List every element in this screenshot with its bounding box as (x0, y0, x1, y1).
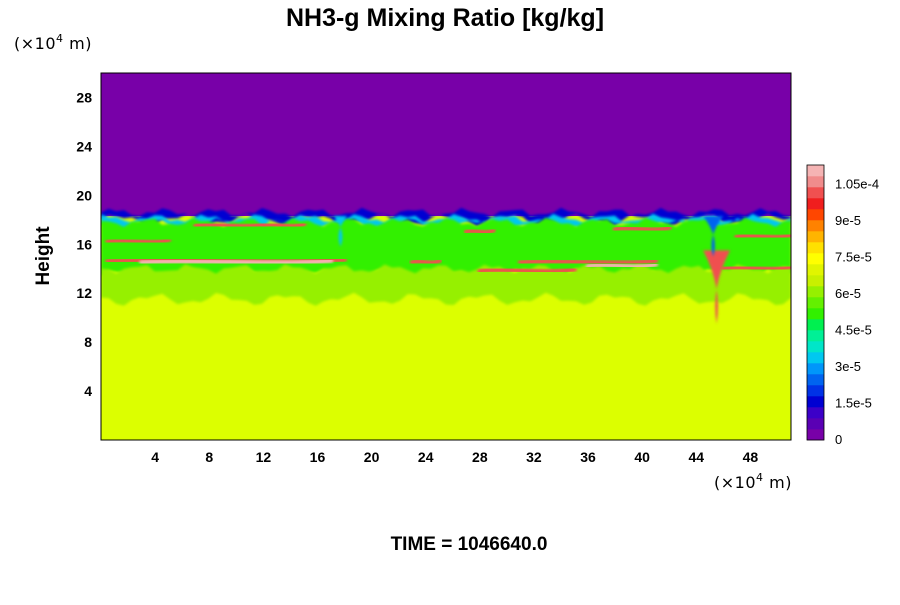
colorbar-swatch (807, 220, 824, 232)
colorbar-tick-label: 1.05e-4 (835, 177, 879, 192)
chart-title: NH3-g Mixing Ratio [kg/kg] (286, 4, 604, 32)
field-plume (703, 216, 724, 257)
heatmap-plot-area (101, 73, 791, 440)
x-tick-label: 32 (526, 449, 542, 465)
field-streak (612, 225, 672, 233)
x-tick-label: 8 (205, 449, 213, 465)
plot-frame (100, 72, 792, 441)
field-streak (463, 227, 496, 235)
field-plume (703, 250, 731, 324)
y-tick-labels: 4 8 12 16 20 24 28 (76, 89, 92, 399)
field-streak (585, 261, 659, 270)
x-tick-label: 20 (364, 449, 380, 465)
colorbar-swatch (807, 352, 824, 364)
colorbar-swatch (807, 341, 824, 353)
x-axis-unit: (×104 m) (714, 471, 792, 492)
y-tick-label: 28 (76, 89, 92, 105)
field-upper-region (101, 73, 791, 217)
x-tick-labels: 4 8 12 16 20 24 28 32 36 40 44 48 (151, 449, 758, 465)
y-tick-label: 20 (76, 187, 92, 203)
colorbar-swatch (807, 209, 824, 221)
colorbar: 0 1.5e-5 3e-5 4.5e-5 6e-5 7.5e-5 9e-5 1.05e-4 (806, 164, 879, 447)
colorbar-swatch (807, 264, 824, 276)
colorbar-swatch (807, 253, 824, 265)
colorbar-tick-label: 0 (835, 432, 842, 447)
colorbar-swatch (807, 242, 824, 254)
colorbar-swatch (807, 231, 824, 243)
colorbar-tick-label: 9e-5 (835, 213, 861, 228)
field-streak (139, 258, 334, 266)
y-tick-label: 24 (76, 138, 92, 154)
field-streak (105, 237, 172, 245)
colorbar-swatch (807, 308, 824, 320)
x-tick-label: 36 (580, 449, 596, 465)
colorbar-tick-label: 7.5e-5 (835, 250, 872, 265)
x-tick-label: 24 (418, 449, 434, 465)
colorbar-swatch (807, 429, 824, 441)
colorbar-swatch (807, 176, 824, 188)
colorbar-swatch (807, 385, 824, 397)
y-tick-label: 8 (84, 334, 92, 350)
colorbar-swatch (807, 407, 824, 419)
colorbar-swatch (807, 297, 824, 309)
y-tick-label: 12 (76, 285, 92, 301)
colorbar-swatch (807, 330, 824, 342)
colorbar-tick-label: 6e-5 (835, 286, 861, 301)
field-streak (193, 221, 266, 229)
colorbar-swatch (807, 275, 824, 287)
x-tick-label: 44 (689, 449, 705, 465)
colorbar-swatch (807, 374, 824, 386)
x-tick-label: 4 (151, 449, 159, 465)
colorbar-tick-label: 4.5e-5 (835, 323, 872, 338)
colorbar-swatch (807, 363, 824, 375)
x-tick-label: 28 (472, 449, 488, 465)
colorbar-swatch (807, 198, 824, 210)
colorbar-swatch (807, 286, 824, 298)
field-streak (477, 266, 578, 275)
field-streak (720, 264, 791, 272)
x-tick-label: 12 (256, 449, 272, 465)
colorbar-frame (806, 164, 825, 441)
x-tick-label: 48 (743, 449, 759, 465)
colorbar-swatch (807, 418, 824, 430)
colorbar-swatch (807, 165, 824, 177)
field-streak (409, 258, 442, 266)
field-band-yellowgreen-band (101, 264, 791, 306)
field-plume (333, 216, 348, 247)
field-streak (734, 232, 791, 240)
time-label: TIME = 1046640.0 (391, 534, 548, 555)
field-streak (260, 221, 307, 229)
colorbar-swatch (807, 319, 824, 331)
y-axis-label: Height (33, 226, 54, 286)
colorbar-tick-label: 3e-5 (835, 359, 861, 374)
colorbar-swatch (807, 187, 824, 199)
y-axis-unit: (×104 m) (14, 32, 92, 53)
field-streak (517, 258, 659, 266)
x-tick-label: 40 (634, 449, 650, 465)
colorbar-tick-label: 1.5e-5 (835, 396, 872, 411)
colorbar-swatch (807, 396, 824, 408)
x-tick-label: 16 (310, 449, 326, 465)
y-tick-label: 4 (84, 383, 92, 399)
y-tick-label: 16 (76, 236, 92, 252)
